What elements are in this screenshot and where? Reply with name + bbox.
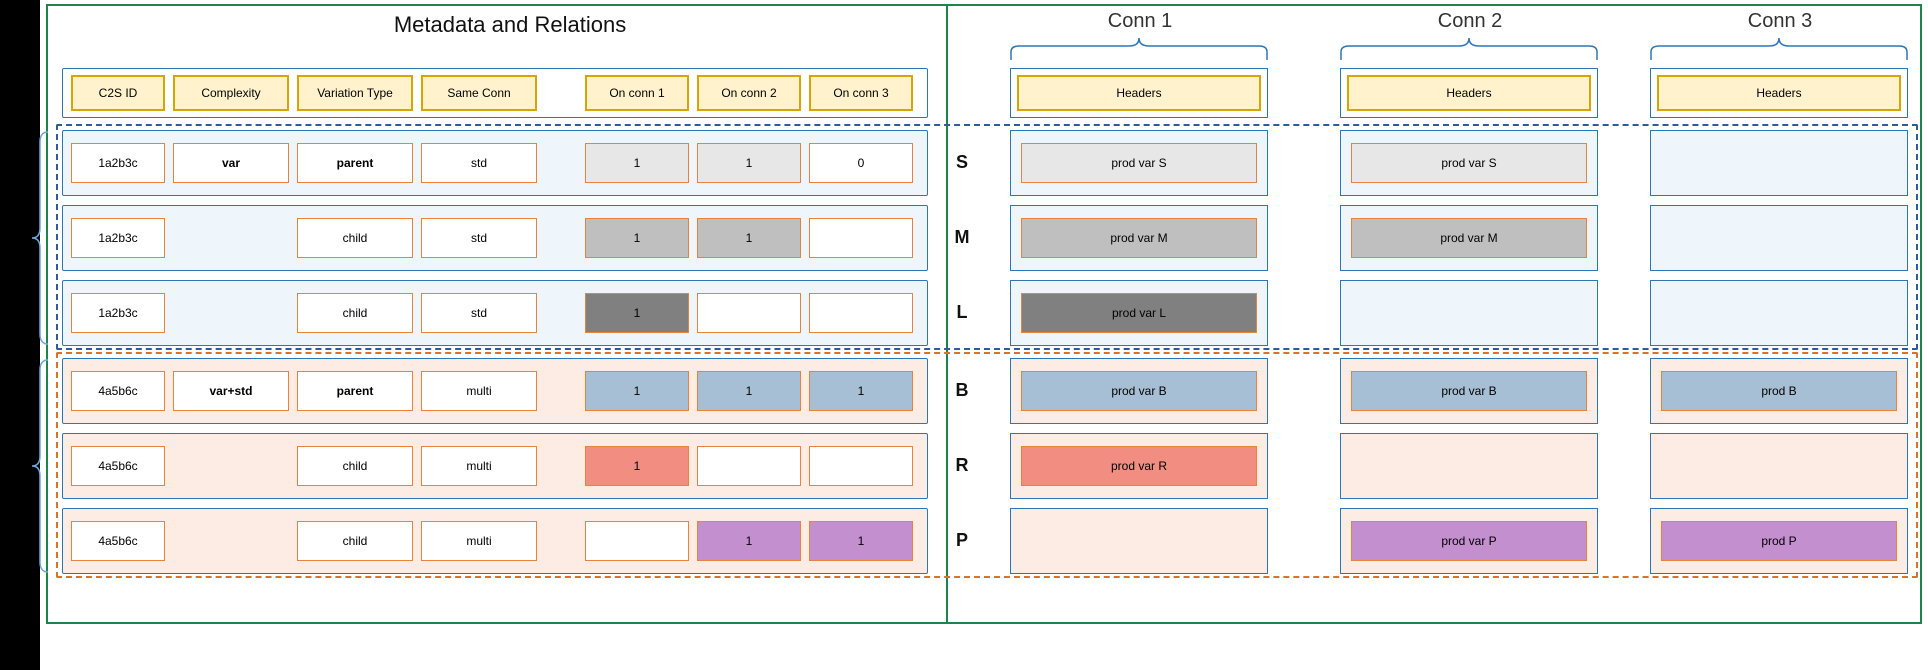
table-cell [585, 521, 689, 561]
table-cell: var [173, 143, 289, 183]
table-cell: multi [421, 446, 537, 486]
table-row: 1a2b3c childstd 1 [62, 280, 928, 346]
conn-row-cell: prod var P [1351, 521, 1587, 561]
table-cell: 1 [585, 143, 689, 183]
conn-header-panel: Headers [1340, 68, 1598, 118]
conn-row-cell: prod var S [1021, 143, 1257, 183]
table-row: 4a5b6cvar+stdparentmulti111 [62, 358, 928, 424]
row-letter: P [952, 530, 972, 551]
meta-header-cell: On conn 1 [585, 75, 689, 111]
conn-row-cell: prod var S [1351, 143, 1587, 183]
meta-header-cell: Complexity [173, 75, 289, 111]
conn-row-panel [1650, 280, 1908, 346]
conn-header-label: Headers [1347, 75, 1591, 111]
conn-row-panel: prod P [1650, 508, 1908, 574]
table-cell: multi [421, 521, 537, 561]
conn-header-label: Headers [1657, 75, 1901, 111]
conn-row-panel [1650, 130, 1908, 196]
table-cell [697, 293, 801, 333]
conn-row-panel: prod var B [1340, 358, 1598, 424]
table-row: 4a5b6c childmulti 1 [62, 433, 928, 499]
conn-row-panel [1650, 205, 1908, 271]
conn-row-panel: prod var B [1010, 358, 1268, 424]
row-letter: R [952, 455, 972, 476]
table-row: 1a2b3c childstd 11 [62, 205, 928, 271]
row-letter: M [952, 227, 972, 248]
table-cell: parent [297, 143, 413, 183]
table-cell: 4a5b6c [71, 371, 165, 411]
conn-row-cell: prod var R [1021, 446, 1257, 486]
table-cell: 1 [809, 521, 913, 561]
table-cell: child [297, 218, 413, 258]
table-cell: 1a2b3c [71, 293, 165, 333]
meta-header-cell: On conn 3 [809, 75, 913, 111]
conn-title: Conn 1 [1030, 10, 1250, 33]
meta-header-panel: C2S IDComplexityVariation TypeSame Conn O… [62, 68, 928, 118]
table-cell: 1 [585, 446, 689, 486]
conn-row-cell: prod var B [1351, 371, 1587, 411]
meta-header-cell: On conn 2 [697, 75, 801, 111]
conn-header-panel: Headers [1650, 68, 1908, 118]
conn-row-cell: prod var M [1351, 218, 1587, 258]
table-cell [697, 446, 801, 486]
meta-header-cell: Same Conn [421, 75, 537, 111]
conn-row-cell: prod P [1661, 521, 1897, 561]
row-letter: B [952, 380, 972, 401]
table-cell: 1 [585, 293, 689, 333]
meta-header-cell: Variation Type [297, 75, 413, 111]
conn-row-panel: prod var R [1010, 433, 1268, 499]
table-cell: 0 [809, 143, 913, 183]
conn-row-panel: prod var L [1010, 280, 1268, 346]
conn-row-panel [1340, 433, 1598, 499]
table-cell: child [297, 521, 413, 561]
row-letter: L [952, 302, 972, 323]
row-letter: S [952, 152, 972, 173]
table-cell: 1 [585, 371, 689, 411]
table-cell: var+std [173, 371, 289, 411]
conn-row-panel [1340, 280, 1598, 346]
conn-row-cell: prod var B [1021, 371, 1257, 411]
conn-row-panel: prod var M [1010, 205, 1268, 271]
table-cell: std [421, 218, 537, 258]
table-cell: 1 [697, 143, 801, 183]
table-cell: 1a2b3c [71, 143, 165, 183]
meta-header-cell: C2S ID [71, 75, 165, 111]
table-cell: parent [297, 371, 413, 411]
table-cell [809, 218, 913, 258]
conn-row-panel: prod var M [1340, 205, 1598, 271]
conn-title: Conn 3 [1670, 10, 1890, 33]
conn-row-panel: prod var S [1010, 130, 1268, 196]
conn-title: Conn 2 [1360, 10, 1580, 33]
table-cell: 4a5b6c [71, 446, 165, 486]
table-cell [809, 293, 913, 333]
conn-row-cell: prod var L [1021, 293, 1257, 333]
table-cell: child [297, 293, 413, 333]
table-cell: 1 [809, 371, 913, 411]
conn-row-panel: prod var S [1340, 130, 1598, 196]
conn-row-panel: prod B [1650, 358, 1908, 424]
table-cell: std [421, 143, 537, 183]
conn-row-cell: prod var M [1021, 218, 1257, 258]
table-cell: multi [421, 371, 537, 411]
table-cell: 1a2b3c [71, 218, 165, 258]
conn-row-panel [1010, 508, 1268, 574]
table-row: 1a2b3cvarparentstd110 [62, 130, 928, 196]
table-cell: std [421, 293, 537, 333]
table-row: 4a5b6c childmulti 11 [62, 508, 928, 574]
table-cell: 1 [697, 371, 801, 411]
conn-row-panel: prod var P [1340, 508, 1598, 574]
conn-row-cell: prod B [1661, 371, 1897, 411]
table-cell [809, 446, 913, 486]
table-cell: 1 [697, 218, 801, 258]
conn-row-panel [1650, 433, 1908, 499]
table-cell: 1 [585, 218, 689, 258]
conn-header-panel: Headers [1010, 68, 1268, 118]
table-cell: 4a5b6c [71, 521, 165, 561]
table-cell: child [297, 446, 413, 486]
table-cell: 1 [697, 521, 801, 561]
conn-header-label: Headers [1017, 75, 1261, 111]
page-title: Metadata and Relations [310, 12, 710, 38]
vertical-divider [946, 4, 948, 624]
black-strip [0, 0, 40, 670]
